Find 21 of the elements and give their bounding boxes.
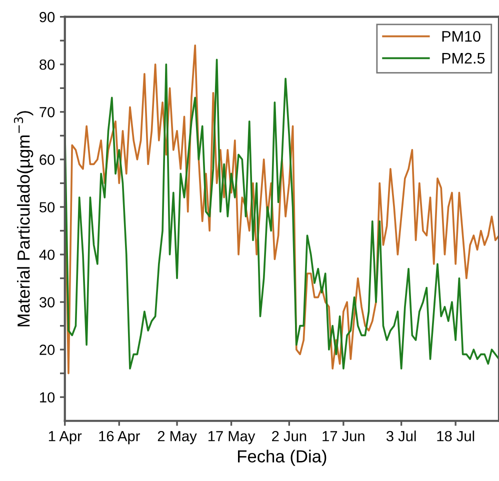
x-tick-label: 17 May [208,431,256,444]
x-tick-label: 18 Jul [437,430,474,442]
legend-label: PM10 [442,30,480,42]
legend-label: PM2.5 [442,52,485,64]
x-tick-label: 3 Jul [386,430,416,442]
y-tick-label: 30 [39,297,55,308]
y-tick-label: 90 [40,12,55,22]
x-tick-label: 2 May [158,430,197,444]
y-tick-label: 50 [40,202,55,212]
y-tick-label: 40 [39,250,55,260]
y-tick-label: 60 [40,154,55,165]
y-tick-label: 10 [40,392,55,403]
y-tick-label: 20 [40,344,55,355]
x-axis-title: Fecha (Dia) [238,450,326,466]
x-tick-label: 1 Apr [48,431,82,444]
y-tick-label: 80 [40,59,55,70]
x-tick-label: 16 Apr [99,430,140,444]
y-axis-title: Material Particulado(µgm$^{−3}$) [14,111,34,326]
y-tick-label: 70 [40,107,55,118]
x-tick-label: 2 Jun [272,430,306,442]
x-tick-label: 17 Jun [322,431,364,442]
